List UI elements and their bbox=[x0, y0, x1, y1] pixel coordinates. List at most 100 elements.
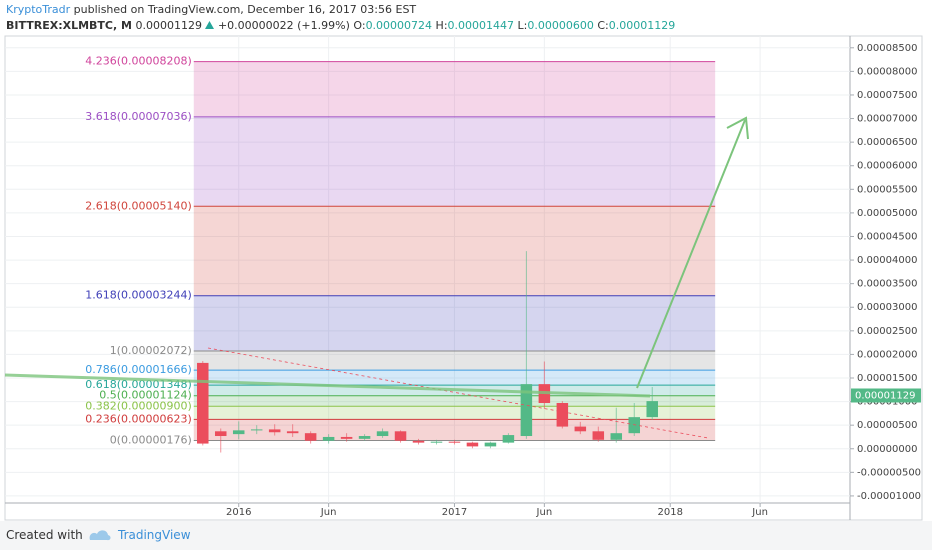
fib-zone bbox=[193, 295, 716, 352]
ohlc-value: 0.00001129 bbox=[608, 19, 676, 32]
candle-body bbox=[358, 436, 371, 439]
y-tick-label: 0.00008500 bbox=[857, 43, 917, 54]
price-tag-label: 0.00001129 bbox=[855, 390, 915, 401]
y-tick-label: 0.00002000 bbox=[857, 349, 917, 360]
fib-zone bbox=[193, 370, 716, 386]
y-tick-label: 0.00000500 bbox=[857, 420, 917, 431]
y-tick-label: 0.00007500 bbox=[857, 90, 917, 101]
candle-body bbox=[466, 442, 479, 447]
fib-label: 1(0.00002072) bbox=[110, 344, 192, 357]
y-tick-label: 0.00000000 bbox=[857, 444, 917, 455]
fib-zone bbox=[193, 116, 716, 207]
arrow-head bbox=[726, 116, 749, 140]
y-tick-label: 0.00007000 bbox=[857, 114, 917, 125]
support-line bbox=[4, 373, 651, 398]
up-icon bbox=[205, 21, 215, 29]
last-price: 0.00001129 bbox=[135, 19, 202, 32]
x-tick-label: Jun bbox=[536, 507, 553, 518]
ohlc: O:0.00000724 H:0.00001447 L:0.00000600 C… bbox=[353, 19, 675, 32]
y-tick-label: 0.00002500 bbox=[857, 326, 917, 337]
fib-label: 2.618(0.00005140) bbox=[85, 199, 192, 212]
candle-body bbox=[574, 426, 587, 432]
fib-zone bbox=[193, 406, 716, 420]
candle-body bbox=[646, 401, 658, 418]
y-tick-label: 0.00004000 bbox=[857, 255, 917, 266]
ohlc-value: 0.00000724 bbox=[365, 19, 433, 32]
candle-body bbox=[286, 431, 299, 434]
ohlc-value: 0.00000600 bbox=[527, 19, 594, 32]
candle-body bbox=[394, 431, 407, 441]
ohlc-label: L: bbox=[517, 19, 528, 32]
brand[interactable]: TradingView bbox=[118, 528, 191, 542]
candle-body bbox=[268, 429, 281, 433]
forecast-arrow bbox=[636, 119, 746, 389]
trend-line bbox=[207, 347, 709, 439]
y-tick-label: 0.00004500 bbox=[857, 231, 917, 242]
price-tag bbox=[851, 388, 921, 403]
candle-body bbox=[484, 442, 497, 447]
logo bbox=[89, 530, 111, 541]
change: +0.00000022 (+1.99%) bbox=[217, 19, 350, 32]
author[interactable]: KryptoTradr bbox=[6, 3, 71, 16]
x-tick-label: 2018 bbox=[657, 507, 682, 518]
candle-body bbox=[610, 433, 623, 440]
ohlc-label: H: bbox=[435, 19, 448, 32]
fib-label: 3.618(0.00007036) bbox=[85, 110, 192, 123]
candle-body bbox=[322, 436, 335, 441]
fib-zone bbox=[193, 61, 716, 117]
fib-zone bbox=[193, 206, 716, 296]
fib-label: 0.786(0.00001666) bbox=[85, 363, 192, 376]
candle-body bbox=[502, 435, 515, 443]
fib-label: 1.618(0.00003244) bbox=[85, 289, 192, 302]
candle-body bbox=[412, 440, 425, 443]
y-tick-label: 0.00005000 bbox=[857, 208, 917, 219]
fib-label: 4.236(0.00008208) bbox=[85, 55, 192, 68]
symbol: BITTREX:XLMBTC, M bbox=[6, 19, 132, 32]
candle-body bbox=[592, 431, 605, 440]
y-tick-label: 0.00008000 bbox=[857, 66, 917, 77]
fib-zone bbox=[193, 395, 716, 407]
symbol-line: BITTREX:XLMBTC, M 0.00001129 +0.00000022… bbox=[6, 18, 675, 34]
x-tick-label: 2016 bbox=[226, 507, 251, 518]
candle-body bbox=[232, 430, 245, 435]
candle-body bbox=[340, 436, 353, 439]
fib-label: 0.5(0.00001124) bbox=[99, 389, 192, 402]
candle-body bbox=[520, 384, 533, 437]
candle-body bbox=[628, 417, 641, 434]
x-tick-label: Jun bbox=[751, 507, 768, 518]
ohlc-value: 0.00001447 bbox=[447, 19, 515, 32]
y-tick-label: -0.00001000 bbox=[857, 491, 921, 502]
plot: 0.00008500 0.00008000 0.00007500 0.00007000… bbox=[5, 36, 921, 518]
published: published on TradingView.com, December 1… bbox=[73, 3, 417, 16]
candle-body bbox=[448, 441, 461, 443]
header: KryptoTradr published on TradingView.com… bbox=[6, 2, 675, 34]
candle-body bbox=[197, 362, 209, 444]
fib-label: 0.382(0.00000900) bbox=[85, 399, 192, 412]
fib-zone bbox=[193, 351, 716, 371]
candle-body bbox=[214, 431, 227, 437]
ohlc-label: O: bbox=[353, 19, 366, 32]
chart: 0.00008500 0.00008000 0.00007500 0.00007000… bbox=[4, 35, 923, 521]
candle-body bbox=[250, 429, 263, 431]
ohlc-label: C: bbox=[597, 19, 609, 32]
y-tick-label: 0.00001500 bbox=[857, 373, 917, 384]
candle-body bbox=[376, 431, 389, 437]
y-tick-label: 0.00003000 bbox=[857, 302, 917, 313]
y-tick-label: 0.00006000 bbox=[857, 161, 917, 172]
fib-label: 0(0.00000176) bbox=[110, 433, 192, 446]
x-tick-label: 2017 bbox=[442, 507, 467, 518]
frame bbox=[4, 35, 923, 521]
fib-label: 0.236(0.00000623) bbox=[85, 412, 192, 425]
x-tick-label: Jun bbox=[320, 507, 337, 518]
y-tick-label: -0.00000500 bbox=[857, 467, 921, 478]
y-tick-label: 0.00005500 bbox=[857, 184, 917, 195]
created-with: Created with bbox=[6, 528, 83, 542]
publish-line: KryptoTradr published on TradingView.com… bbox=[6, 2, 675, 18]
candle-body bbox=[430, 441, 443, 443]
y-tick-label: 0.00003500 bbox=[857, 279, 917, 290]
footer: Created with TradingView bbox=[0, 521, 932, 550]
fib-zone bbox=[193, 419, 716, 441]
candle-body bbox=[556, 402, 569, 427]
y-tick-label: 0.00006500 bbox=[857, 137, 917, 148]
